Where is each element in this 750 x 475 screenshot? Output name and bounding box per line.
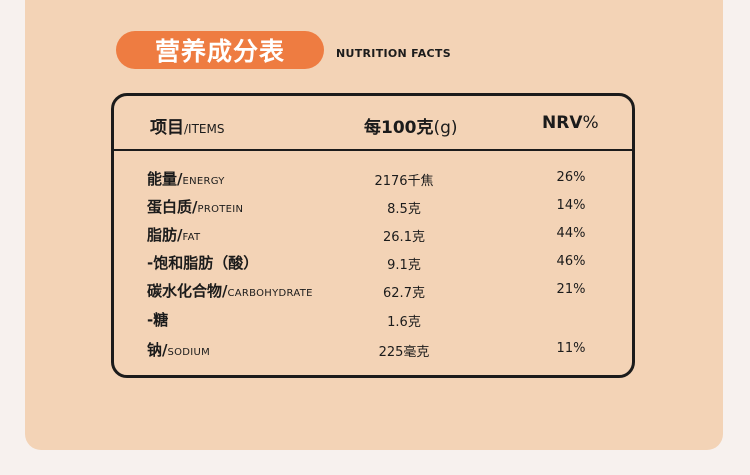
nutrition-table: 项目/ITEMS 每100克(g) NRV% 能量/ENERGY 2176千焦 … xyxy=(111,93,635,378)
row-name-zh: 能量/ xyxy=(147,170,183,188)
row-value: 9.1克 xyxy=(387,258,421,273)
header-per100g-label: 每100克 xyxy=(364,118,434,138)
table-header: 项目/ITEMS 每100克(g) NRV% xyxy=(114,96,632,151)
row-name-en: SODIUM xyxy=(167,347,211,358)
row-name-zh: 脂肪/ xyxy=(147,226,183,244)
row-nrv: 14% xyxy=(556,198,586,213)
row-value: 1.6克 xyxy=(387,315,421,330)
row-name: 钠/SODIUM xyxy=(147,339,210,360)
row-value: 2176千焦 xyxy=(374,174,434,189)
header-items-en: /ITEMS xyxy=(184,122,225,136)
title-en: NUTRITION FACTS xyxy=(336,47,451,60)
row-nrv: 46% xyxy=(556,254,586,269)
table-row: 能量/ENERGY 2176千焦 26% xyxy=(114,168,632,192)
row-nrv: 11% xyxy=(556,341,586,356)
row-name: -糖 xyxy=(147,309,168,330)
row-name: 能量/ENERGY xyxy=(147,168,225,189)
row-value: 62.7克 xyxy=(383,286,425,301)
row-name-en: FAT xyxy=(182,232,201,243)
row-name-zh: 碳水化合物/ xyxy=(147,282,228,300)
row-nrv: 21% xyxy=(556,282,586,297)
row-name: 碳水化合物/CARBOHYDRATE xyxy=(147,280,313,301)
table-row: 钠/SODIUM 225毫克 11% xyxy=(114,339,632,363)
table-row: -糖 1.6克 xyxy=(114,309,632,333)
row-name-en: ENERGY xyxy=(182,176,225,187)
header-items-zh: 项目 xyxy=(150,118,184,138)
row-name: -饱和脂肪（酸） xyxy=(147,252,258,273)
row-name: 蛋白质/PROTEIN xyxy=(147,196,243,217)
header-per100g-unit: (g) xyxy=(433,118,458,138)
header-per100g: 每100克(g) xyxy=(364,113,458,138)
row-name-zh: 钠/ xyxy=(147,341,168,359)
table-row: 脂肪/FAT 26.1克 44% xyxy=(114,224,632,248)
title-badge: 营养成分表 xyxy=(116,31,324,69)
row-name-zh: -糖 xyxy=(147,311,169,329)
row-value: 8.5克 xyxy=(387,202,421,217)
row-nrv: 26% xyxy=(556,170,586,185)
header-nrv: NRV% xyxy=(542,113,599,133)
row-value: 26.1克 xyxy=(383,230,425,245)
header-items: 项目/ITEMS xyxy=(150,113,224,138)
row-name-zh: -饱和脂肪（酸） xyxy=(147,254,259,272)
table-row: -饱和脂肪（酸） 9.1克 46% xyxy=(114,252,632,276)
row-name-en: CARBOHYDRATE xyxy=(227,288,313,299)
header-nrv-percent: % xyxy=(582,113,599,133)
table-row: 蛋白质/PROTEIN 8.5克 14% xyxy=(114,196,632,220)
row-name: 脂肪/FAT xyxy=(147,224,200,245)
table-row: 碳水化合物/CARBOHYDRATE 62.7克 21% xyxy=(114,280,632,304)
header-nrv-label: NRV xyxy=(542,113,583,133)
row-value: 225毫克 xyxy=(378,345,430,360)
row-name-zh: 蛋白质/ xyxy=(147,198,198,216)
row-nrv: 44% xyxy=(556,226,586,241)
title-zh: 营养成分表 xyxy=(154,37,285,66)
row-name-en: PROTEIN xyxy=(197,204,244,215)
